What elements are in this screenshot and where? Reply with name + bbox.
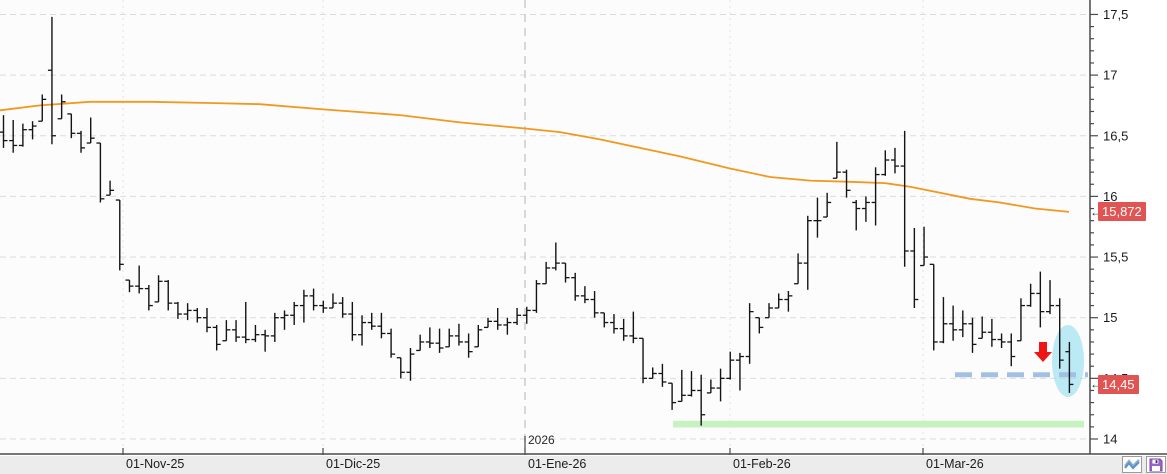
y-axis-label: 16,5 xyxy=(1103,128,1128,143)
x-axis-date-label: 01-Nov-25 xyxy=(126,457,185,471)
highlight-ellipse xyxy=(1052,325,1084,397)
floppy-disk-icon xyxy=(1149,458,1163,471)
moving-average-line xyxy=(0,100,1070,213)
support-zone-band xyxy=(673,420,1084,428)
x-axis-date-label: 01-Ene-26 xyxy=(528,457,587,471)
year-divider-label: 2026 xyxy=(528,433,555,447)
y-axis-label: 17,5 xyxy=(1103,7,1128,22)
y-axis-label: 15 xyxy=(1103,310,1117,325)
indicator-lines-button[interactable] xyxy=(1122,456,1142,473)
y-axis-label: 16 xyxy=(1103,189,1117,204)
down-arrow-icon xyxy=(1034,342,1052,362)
plot-background xyxy=(0,0,1090,454)
y-axis-label: 14 xyxy=(1103,432,1117,447)
ma-price-tag: 15,872 xyxy=(1098,202,1146,221)
y-axis-label: 15,5 xyxy=(1103,250,1128,265)
x-axis-date-label: 01-Dic-25 xyxy=(326,457,381,471)
y-axis-label: 17 xyxy=(1103,68,1117,83)
chart-toolbar xyxy=(1122,456,1166,473)
x-axis-date-label: 01-Mar-26 xyxy=(926,457,984,471)
save-button[interactable] xyxy=(1146,456,1166,473)
last-price-tag: 14,45 xyxy=(1098,375,1139,394)
double-zigzag-icon xyxy=(1124,459,1140,470)
date-axis-strip: 01-Nov-25 01-Dic-25 01-Ene-26 01-Feb-26 01-M… xyxy=(0,456,1167,474)
x-axis-date-label: 01-Feb-26 xyxy=(733,457,791,471)
